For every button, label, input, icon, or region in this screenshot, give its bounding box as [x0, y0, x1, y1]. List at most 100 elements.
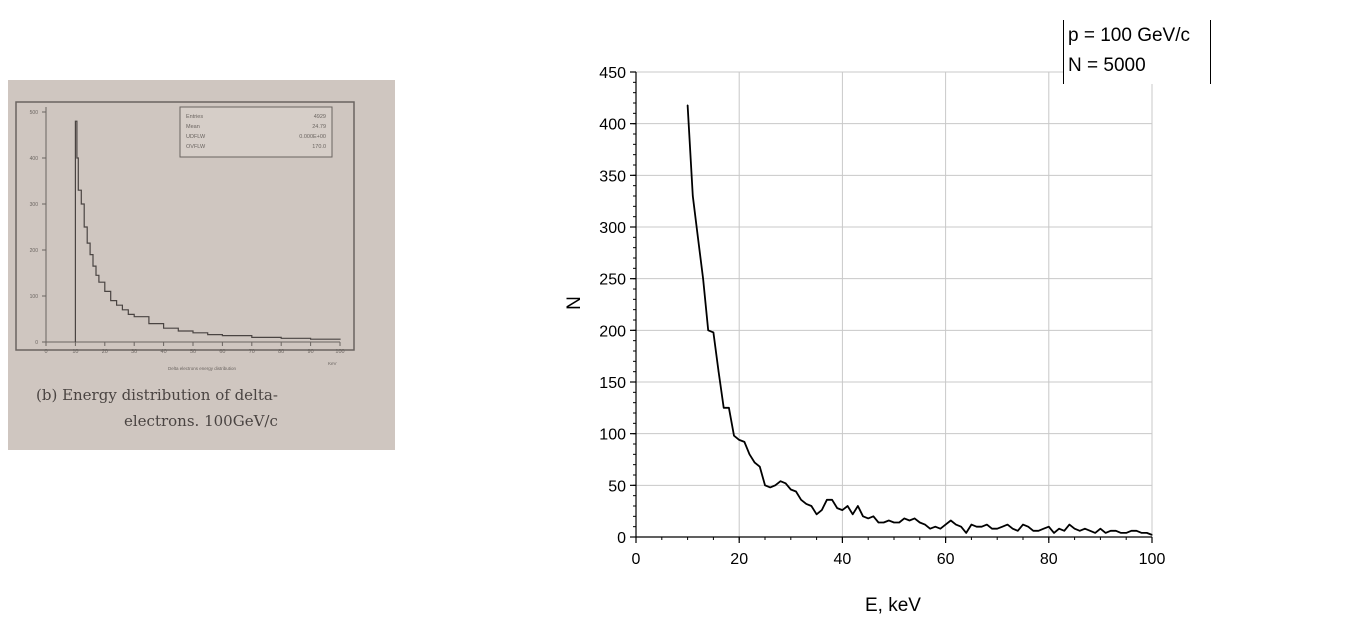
y-tick-label: 350 — [599, 168, 626, 185]
photo-caption-line2: electrons. 100GeV/c — [124, 412, 278, 430]
data-point — [1074, 528, 1076, 530]
data-point — [939, 528, 942, 530]
data-point — [1032, 530, 1034, 532]
photo-y-tick-label: 200 — [30, 248, 39, 254]
photo-xunit: KeV — [328, 361, 337, 366]
data-point — [733, 435, 735, 437]
photo-x-tick-label: 0 — [44, 349, 47, 355]
photo-y-tick-label: 400 — [30, 156, 39, 162]
legend-count: N = 5000 — [1068, 55, 1146, 76]
y-tick-label: 250 — [599, 272, 626, 289]
y-tick-label: 400 — [599, 117, 626, 134]
photo-x-tick-label: 50 — [190, 349, 196, 355]
y-tick-label: 0 — [617, 530, 626, 547]
data-point — [945, 524, 947, 526]
photo-stat-value: 0.000E+00 — [299, 134, 326, 140]
photo-x-tick-label: 60 — [219, 349, 225, 355]
data-point — [883, 521, 885, 524]
data-point — [919, 521, 921, 524]
photo-stat-label: OVFLW — [186, 144, 206, 150]
photo-stats-frame — [179, 106, 333, 158]
photo-y-tick-label: 500 — [30, 110, 39, 116]
series — [686, 104, 1153, 536]
data-point — [991, 528, 993, 530]
data-point — [785, 482, 787, 484]
y-tick-label: 150 — [599, 375, 626, 392]
data-point — [1048, 526, 1050, 528]
data-point — [795, 490, 797, 493]
axes: 0 50 100 150 200 250 300 350 400 450 0 20 40 60 80 100 — [599, 65, 1165, 568]
data-point — [857, 505, 859, 507]
data-point — [898, 521, 900, 524]
y-tick-label: 300 — [599, 220, 626, 237]
data-point — [764, 484, 766, 486]
data-point — [754, 462, 756, 464]
photo-y-tick-label: 300 — [30, 202, 39, 208]
data-point — [831, 499, 833, 501]
data-point — [1135, 530, 1138, 532]
data-point — [1058, 528, 1060, 530]
data-point — [1104, 532, 1107, 534]
legend: p = 100 GeV/c N = 5000 — [1063, 20, 1211, 84]
data-point — [955, 524, 957, 526]
data-point — [712, 331, 714, 333]
data-point — [981, 526, 983, 528]
data-point — [1053, 532, 1055, 534]
x-axis-title: E, keV — [865, 595, 921, 616]
x-tick-label: 0 — [632, 551, 641, 568]
photo-x-tick-label: 70 — [249, 349, 255, 355]
x-tick-label: 40 — [834, 551, 852, 568]
photo-y-tick-label: 100 — [30, 294, 39, 300]
grid — [636, 71, 1153, 537]
data-point — [821, 509, 823, 511]
data-point — [872, 515, 874, 517]
photo-stats-box: Entries 4929 Mean 24.79 UDFLW 0.000E+00 OVFLW 1… — [179, 106, 333, 158]
photo-y-tick-label: 0 — [35, 340, 38, 346]
photo-histogram: Entries 4929 Mean 24.79 UDFLW 0.000E+00 OVFLW 1… — [15, 101, 355, 430]
y-tick-label: 100 — [599, 427, 626, 444]
data-point — [1146, 532, 1148, 534]
data-point — [908, 519, 911, 522]
data-point — [1068, 524, 1071, 526]
data-point — [986, 524, 988, 526]
data-point — [1115, 530, 1117, 532]
photo-stat-label: Mean — [186, 124, 200, 130]
data-point — [687, 104, 689, 106]
data-point — [1017, 530, 1019, 532]
data-point — [717, 371, 720, 373]
photo-x-tick-label: 40 — [161, 349, 167, 355]
data-point — [934, 526, 936, 528]
data-point — [790, 488, 792, 491]
data-point — [836, 507, 838, 509]
y-tick-label: 200 — [599, 323, 626, 340]
x-tick-label: 60 — [937, 551, 955, 568]
photo-caption-line1: (b) Energy distribution of delta- — [36, 386, 278, 404]
data-point — [1006, 524, 1009, 526]
data-point — [748, 453, 751, 455]
photo-stat-label: Entries — [186, 114, 203, 120]
data-point — [816, 513, 818, 515]
photo-histogram-trace — [74, 120, 341, 342]
data-point — [846, 505, 849, 507]
data-point — [1151, 534, 1153, 536]
data-point — [1079, 530, 1081, 532]
data-point — [738, 439, 740, 441]
data-point — [805, 503, 807, 505]
data-point — [914, 517, 916, 519]
photo-stat-label: UDFLW — [186, 134, 206, 140]
data-point — [1022, 524, 1024, 526]
data-point — [1125, 532, 1127, 534]
data-point — [1094, 532, 1096, 534]
data-point — [893, 521, 895, 524]
data-point — [1063, 530, 1065, 532]
data-point — [852, 513, 854, 515]
photo-frame — [15, 101, 355, 351]
data-point — [692, 195, 694, 197]
data-point — [800, 499, 802, 501]
data-point — [996, 528, 998, 530]
legend-momentum: p = 100 GeV/c — [1068, 25, 1190, 46]
photo-x-tick-label: 90 — [308, 349, 314, 355]
data-point — [759, 466, 761, 468]
photo-plot — [74, 120, 341, 342]
photo-axes: 0 100 200 300 400 500 0 10 20 30 40 50 60 70 80 90 100 — [30, 107, 345, 355]
